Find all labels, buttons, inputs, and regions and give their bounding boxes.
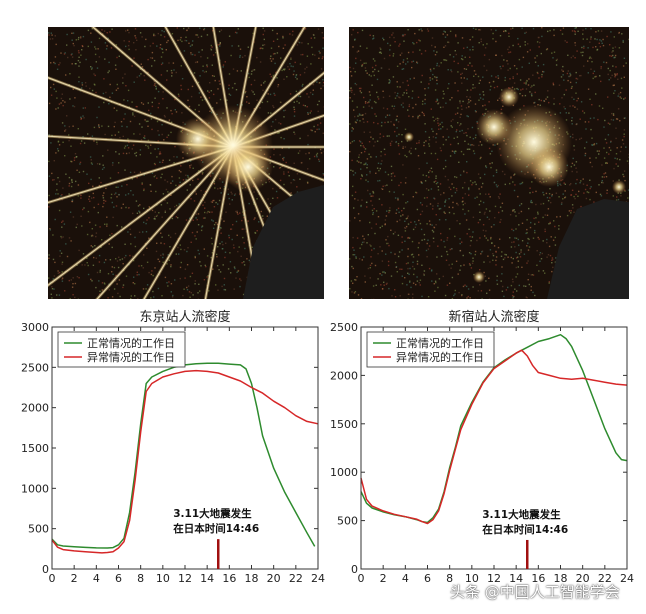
y-tick-label: 2000 — [21, 402, 49, 415]
x-tick-label: 6 — [424, 572, 431, 585]
shinjuku-station-flow-map — [349, 27, 629, 299]
x-tick-label: 22 — [289, 572, 303, 585]
series-line — [51, 369, 319, 554]
x-tick-label: 2 — [380, 572, 387, 585]
y-tick-label: 2500 — [330, 321, 358, 334]
x-tick-label: 0 — [49, 572, 56, 585]
y-tick-label: 2000 — [330, 369, 358, 382]
x-tick-label: 4 — [402, 572, 409, 585]
legend-label: 正常情况的工作日 — [87, 336, 175, 350]
x-tick-label: 14 — [509, 572, 523, 585]
x-tick-label: 12 — [487, 572, 501, 585]
x-tick-label: 22 — [598, 572, 612, 585]
x-tick-label: 14 — [200, 572, 214, 585]
x-tick-label: 8 — [446, 572, 453, 585]
legend-label: 异常情况的工作日 — [87, 350, 175, 364]
x-tick-label: 4 — [93, 572, 100, 585]
annotation-line2: 在日本时间14:46 — [173, 522, 259, 535]
annotation-line2: 在日本时间14:46 — [482, 523, 568, 536]
y-tick-label: 1000 — [330, 466, 358, 479]
series-line — [51, 362, 316, 549]
x-tick-label: 16 — [531, 572, 545, 585]
series-line — [360, 349, 628, 525]
legend-label: 正常情况的工作日 — [396, 336, 484, 350]
y-tick-label: 500 — [28, 523, 49, 536]
annotation-line1: 3.11大地震发生 — [173, 507, 252, 520]
y-tick-label: 2500 — [21, 361, 49, 374]
y-tick-label: 1500 — [21, 442, 49, 455]
x-tick-label: 24 — [311, 572, 325, 585]
chart-title: 新宿站人流密度 — [448, 309, 539, 325]
watermark: 头条 @中国人工智能学会 — [450, 583, 620, 601]
y-tick-label: 1000 — [21, 482, 49, 495]
x-tick-label: 10 — [156, 572, 170, 585]
x-tick-label: 18 — [554, 572, 568, 585]
y-tick-label: 1500 — [330, 418, 358, 431]
y-tick-label: 0 — [42, 563, 49, 576]
y-tick-label: 500 — [337, 515, 358, 528]
x-tick-label: 16 — [222, 572, 236, 585]
x-tick-label: 24 — [620, 572, 634, 585]
x-tick-label: 10 — [465, 572, 479, 585]
x-tick-label: 2 — [71, 572, 78, 585]
chart-title: 东京站人流密度 — [139, 309, 230, 325]
x-tick-label: 20 — [576, 572, 590, 585]
tokyo-station-flow-map — [48, 27, 324, 299]
y-tick-label: 3000 — [21, 321, 49, 334]
x-tick-label: 18 — [245, 572, 259, 585]
x-tick-label: 8 — [137, 572, 144, 585]
x-tick-label: 0 — [358, 572, 365, 585]
x-tick-label: 20 — [267, 572, 281, 585]
legend-label: 异常情况的工作日 — [396, 350, 484, 364]
annotation-line1: 3.11大地震发生 — [482, 508, 561, 521]
y-tick-label: 0 — [351, 563, 358, 576]
x-tick-label: 12 — [178, 572, 192, 585]
x-tick-label: 6 — [115, 572, 122, 585]
